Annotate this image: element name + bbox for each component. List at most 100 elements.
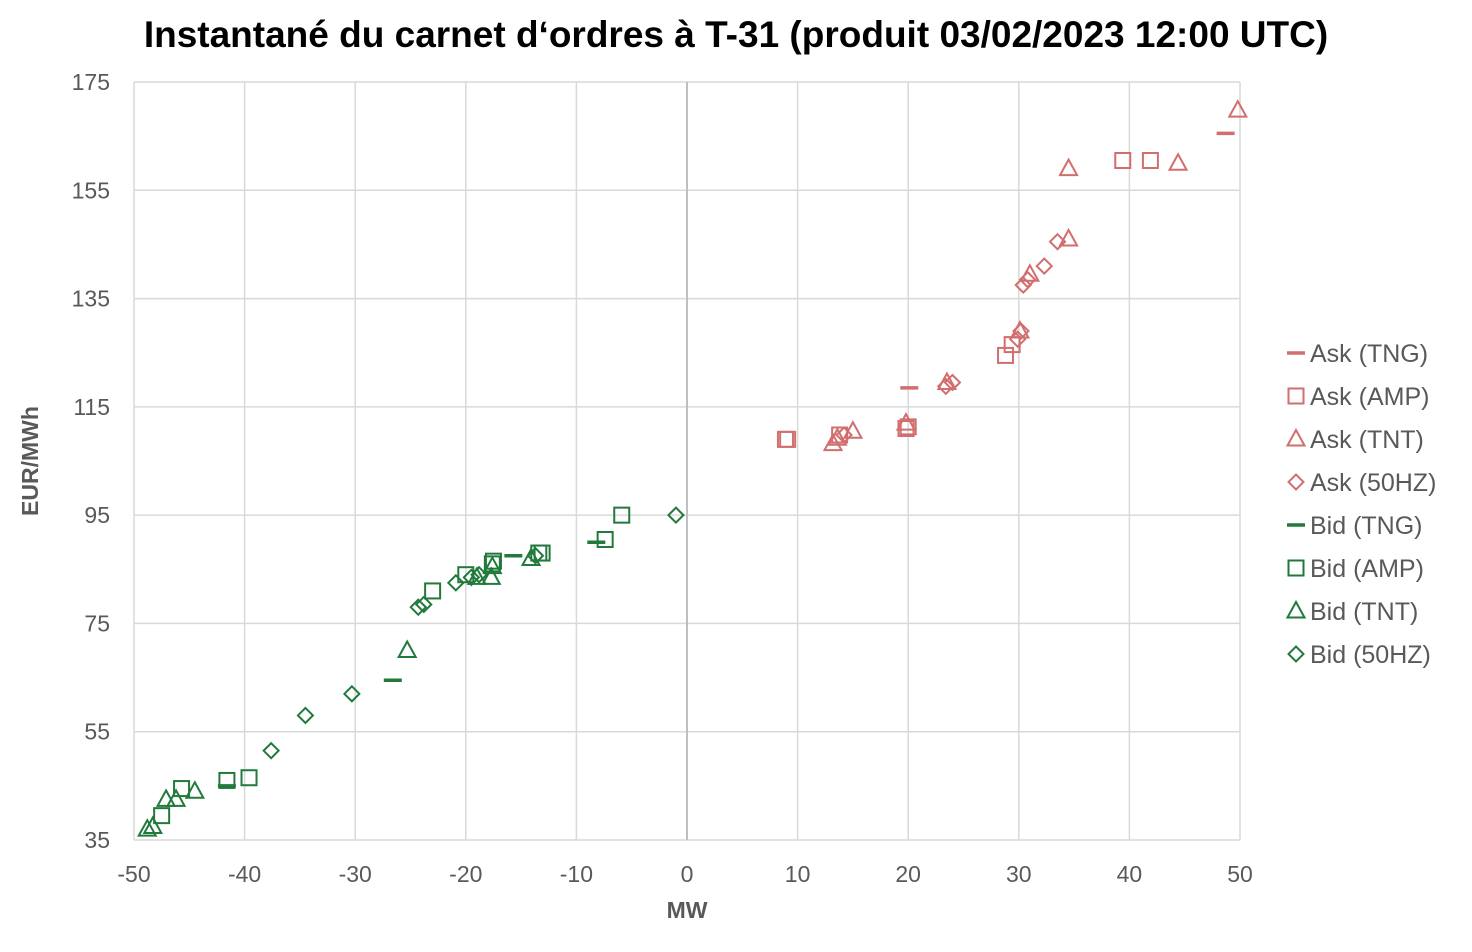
x-tick-label: 0: [681, 861, 694, 887]
legend-marker: [1287, 387, 1305, 405]
data-point: [596, 531, 614, 549]
y-tick-label: 55: [84, 719, 110, 745]
data-point: [481, 566, 502, 585]
data-point: [835, 426, 853, 444]
y-tick-labels: 35 55 75 95 115 135 155 175: [72, 69, 110, 853]
series-ask-tng: [900, 131, 1235, 390]
data-points: [137, 99, 1248, 837]
data-point: [173, 780, 191, 798]
data-point: [414, 595, 433, 614]
x-tick-label: -10: [560, 861, 593, 887]
data-point: [895, 412, 917, 431]
data-point: [936, 377, 955, 396]
data-point: [142, 815, 163, 834]
legend-marker: [1287, 559, 1305, 577]
data-point: [1048, 232, 1067, 251]
x-tick-label: -30: [339, 861, 372, 887]
legend-label: Bid (TNT): [1310, 598, 1418, 626]
legend-label: Ask (TNT): [1310, 426, 1424, 454]
data-point: [520, 547, 542, 566]
legend-item-ask-tng: Ask (TNG): [1287, 340, 1428, 368]
data-point: [667, 506, 685, 525]
data-point: [1018, 270, 1037, 289]
data-point: [1058, 157, 1079, 177]
x-tick-label: 30: [1006, 861, 1032, 887]
legend-marker: [1287, 473, 1305, 491]
legend-item-bid-amp: Bid (AMP): [1287, 555, 1424, 583]
y-tick-label: 155: [72, 177, 110, 203]
data-point: [296, 706, 315, 725]
x-tick-label: 40: [1117, 861, 1143, 887]
data-point: [462, 568, 481, 587]
series-bid-tng: [217, 540, 606, 788]
legend: Ask (TNG) Ask (AMP) Ask (TNT) Ask (50HZ) Bid…: [1285, 340, 1436, 669]
x-tick-label: -20: [449, 861, 482, 887]
data-point: [446, 573, 465, 592]
legend-item-bid-tnt: Bid (TNT): [1285, 598, 1418, 626]
data-point: [1167, 152, 1189, 171]
legend-label: Bid (50HZ): [1310, 641, 1431, 669]
legend-item-ask-50hz: Ask (50HZ): [1287, 469, 1436, 497]
legend-label: Bid (TNG): [1310, 512, 1423, 540]
data-point: [484, 552, 502, 570]
x-tick-label: 10: [785, 861, 811, 887]
data-point: [1141, 152, 1159, 170]
legend-label: Ask (50HZ): [1310, 469, 1436, 497]
data-point: [165, 788, 187, 807]
data-point: [1227, 99, 1248, 118]
data-point: [1114, 152, 1132, 170]
data-point: [409, 598, 428, 617]
legend-label: Ask (TNG): [1310, 340, 1428, 368]
y-tick-label: 135: [72, 286, 110, 312]
x-tick-label: 20: [895, 861, 921, 887]
data-point: [424, 582, 442, 600]
chart-title: Instantané du carnet d‘ordres à T-31 (pr…: [143, 14, 1329, 55]
series-ask-tnt: [822, 99, 1248, 452]
legend-marker: [1285, 599, 1307, 619]
data-point: [240, 769, 258, 787]
legend-item-bid-tng: Bid (TNG): [1287, 512, 1423, 540]
legend-item-ask-tnt: Ask (TNT): [1285, 426, 1424, 454]
y-axis-title: EUR/MWh: [17, 406, 43, 516]
data-point: [155, 788, 177, 807]
series-ask-amp: [776, 152, 1159, 448]
data-point: [1012, 322, 1030, 340]
data-point: [342, 684, 361, 703]
y-tick-label: 115: [73, 394, 110, 420]
y-tick-label: 75: [84, 610, 110, 636]
data-point: [482, 555, 503, 575]
legend-marker: [1287, 645, 1305, 663]
data-point: [137, 818, 158, 837]
data-point: [943, 373, 962, 392]
data-point: [218, 771, 236, 789]
data-point: [1014, 276, 1033, 294]
legend-item-bid-50hz: Bid (50HZ): [1287, 641, 1431, 669]
y-tick-label: 35: [84, 827, 110, 853]
data-point: [262, 741, 281, 760]
data-point: [153, 807, 171, 825]
data-point: [827, 427, 848, 446]
data-point: [526, 546, 545, 565]
x-axis-title: MW: [667, 897, 708, 923]
legend-item-ask-amp: Ask (AMP): [1287, 383, 1429, 411]
x-tick-label: -50: [117, 861, 150, 887]
series-bid-amp: [153, 506, 631, 825]
legend-marker: [1285, 427, 1307, 447]
data-point: [1058, 227, 1079, 247]
legend-label: Bid (AMP): [1310, 555, 1424, 583]
x-tick-label: 50: [1227, 861, 1253, 887]
data-point: [822, 432, 844, 452]
series-bid-50hz: [262, 506, 685, 760]
x-tick-label: -40: [228, 861, 261, 887]
y-tick-label: 175: [72, 69, 110, 95]
legend-label: Ask (AMP): [1310, 383, 1429, 411]
series-bid-tnt: [137, 547, 542, 837]
data-point: [396, 639, 418, 658]
data-point: [184, 780, 206, 799]
x-tick-labels: -50 -40 -30 -20 -10 0 10 20 30 40 50: [117, 861, 1252, 887]
data-point: [1035, 257, 1054, 275]
data-point: [613, 506, 631, 524]
y-tick-label: 95: [84, 502, 110, 528]
data-point: [779, 430, 797, 448]
